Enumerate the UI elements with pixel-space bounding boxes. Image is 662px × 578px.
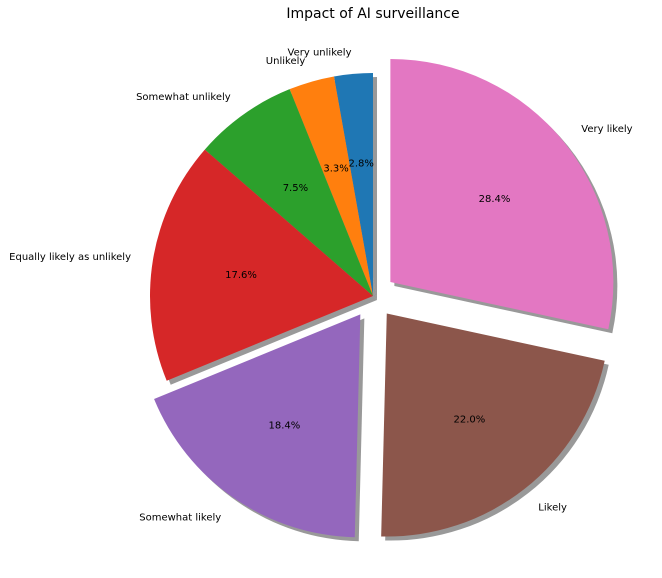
pie-slice-somewhat-likely xyxy=(154,314,361,538)
pie-slice-very-likely xyxy=(390,59,614,330)
pie-slice-very-unlikely xyxy=(333,73,373,296)
slice-label-somewhat-unlikely: Somewhat unlikely xyxy=(136,92,231,103)
percent-label-somewhat-likely: 18.4% xyxy=(269,421,301,432)
slice-label-very-likely: Very likely xyxy=(581,124,632,135)
pie-slice-likely xyxy=(381,313,605,537)
percent-label-very-unlikely: 2.8% xyxy=(348,159,373,170)
percent-label-very-likely: 28.4% xyxy=(479,194,511,205)
chart-title: Impact of AI surveillance xyxy=(286,6,459,22)
percent-label-somewhat-unlikely: 7.5% xyxy=(283,183,308,194)
slice-labels: Very unlikely 2.8% Unlikely 3.3% Somewhat un… xyxy=(9,48,632,524)
slice-label-equally-likely-as-unlikely: Equally likely as unlikely xyxy=(9,252,131,263)
percent-label-equally-likely-as-unlikely: 17.6% xyxy=(225,270,257,281)
percent-label-unlikely: 3.3% xyxy=(323,163,348,174)
percent-label-likely: 22.0% xyxy=(454,415,486,426)
slice-label-somewhat-likely: Somewhat likely xyxy=(139,512,221,523)
slice-label-likely: Likely xyxy=(538,502,567,513)
slice-label-very-unlikely: Very unlikely xyxy=(288,48,352,59)
pie-slice-somewhat-unlikely xyxy=(204,89,373,297)
pie-slice-equally-likely-as-unlikely xyxy=(150,149,373,381)
pie-slice-unlikely xyxy=(289,76,373,296)
pie-slices xyxy=(150,59,614,538)
slice-label-unlikely: Unlikely xyxy=(266,56,306,67)
